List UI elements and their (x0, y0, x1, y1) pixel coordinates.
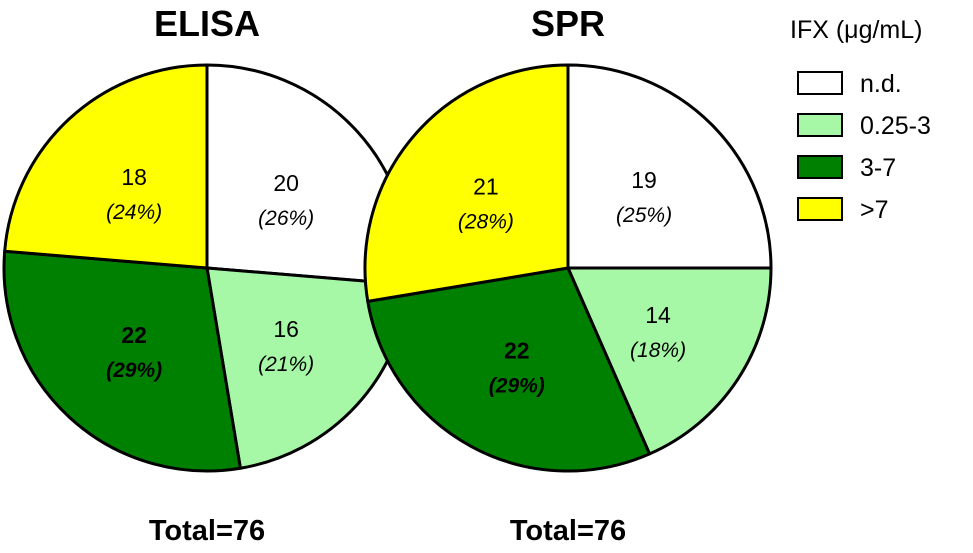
elisa-total-label: Total=76 (149, 515, 265, 547)
spr-slice-gt7 (363, 63, 570, 303)
spr-slice-labels: 19 (25%) 14 (18%) 22 (29%) 21 (28%) (458, 167, 686, 398)
elisa-slice-gt7-percent: (24%) (106, 201, 162, 224)
elisa-slice-0-25-3-percent: (21%) (258, 353, 314, 376)
spr-slice-3-7-percent: (29%) (489, 375, 545, 398)
legend-title: IFX (μg/mL) (790, 16, 922, 44)
spr-slice-n-d-percent: (25%) (616, 204, 672, 227)
legend-swatch-n-d (797, 71, 843, 95)
legend-label-n-d: n.d. (860, 70, 902, 98)
spr-slice-3-7-count: 22 (504, 338, 530, 364)
elisa-pie (2, 63, 412, 473)
spr-slice-gt7-count: 21 (473, 173, 499, 199)
legend-swatch-gt7 (797, 197, 843, 221)
spr-slice-n-d-count: 19 (631, 167, 657, 193)
legend-items: n.d. 0.25-3 3-7 >7 (797, 70, 931, 224)
spr-chart: SPR Total=76 19 (25%) 14 (18%) 22 (29%) 21 (28%… (363, 3, 773, 547)
spr-slice-0-25-3 (566, 266, 773, 456)
legend-swatch-0-25-3 (797, 113, 843, 137)
legend: IFX (μg/mL) n.d. 0.25-3 3-7 >7 (790, 16, 931, 224)
legend-label-gt7: >7 (860, 196, 889, 224)
elisa-slice-3-7 (2, 249, 242, 473)
elisa-slice-gt7 (3, 63, 209, 270)
elisa-title: ELISA (154, 3, 260, 44)
spr-pie (363, 63, 773, 473)
legend-swatch-3-7 (797, 155, 843, 179)
elisa-slice-0-25-3-count: 16 (273, 316, 299, 342)
legend-label-0-25-3: 0.25-3 (860, 112, 931, 140)
elisa-slice-n-d-count: 20 (273, 170, 299, 196)
elisa-slice-3-7-count: 22 (121, 322, 147, 348)
spr-slice-gt7-percent: (28%) (458, 210, 514, 233)
elisa-chart: ELISA Total=76 20 (26%) 16 (21%) 22 (29%) 18 (2… (2, 3, 412, 547)
elisa-slice-gt7-count: 18 (121, 164, 147, 190)
spr-slice-n-d (566, 63, 773, 270)
elisa-slice-labels: 20 (26%) 16 (21%) 22 (29%) 18 (24%) (106, 164, 314, 382)
elisa-slice-3-7-percent: (29%) (106, 359, 162, 382)
elisa-slice-n-d-percent: (26%) (258, 207, 314, 230)
spr-title: SPR (531, 3, 605, 44)
spr-slice-0-25-3-count: 14 (645, 302, 671, 328)
spr-slice-3-7 (366, 266, 652, 473)
legend-label-3-7: 3-7 (860, 154, 896, 182)
spr-slice-0-25-3-percent: (18%) (630, 339, 686, 362)
spr-total-label: Total=76 (510, 515, 626, 547)
